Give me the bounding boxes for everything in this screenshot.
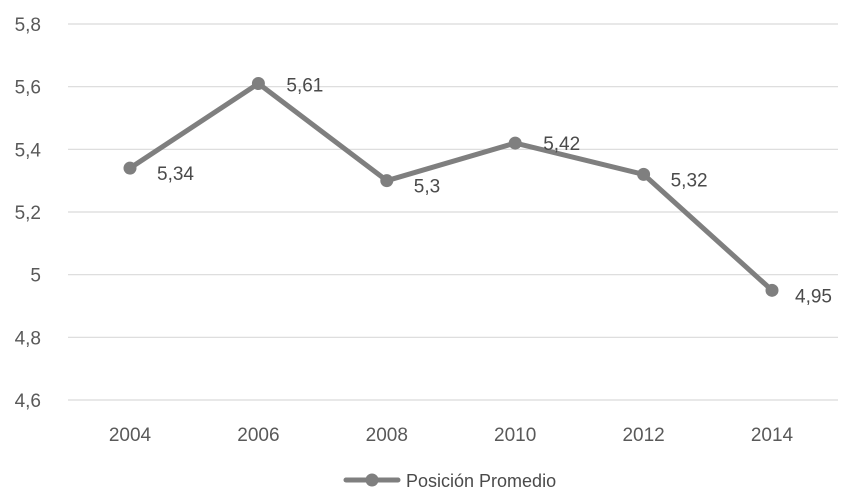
y-tick-label: 5,6 [15, 78, 41, 99]
data-label: 5,32 [671, 170, 708, 191]
data-point [251, 77, 265, 91]
x-axis-ticks: 2004 2006 2008 2010 2012 2014 [109, 425, 794, 446]
data-label: 4,95 [795, 286, 832, 307]
gridlines [68, 23, 838, 401]
x-tick-label: 2008 [366, 425, 408, 446]
series-line [127, 81, 775, 293]
y-tick-label: 5,2 [15, 203, 41, 224]
data-point [765, 283, 779, 297]
y-axis-ticks: 5,8 5,6 5,4 5,2 5 4,8 4,6 [15, 15, 42, 412]
x-tick-label: 2010 [494, 425, 536, 446]
series-posicion-promedio [123, 77, 779, 297]
data-point [508, 136, 522, 150]
data-labels: 5,34 5,61 5,3 5,42 5,32 4,95 [157, 76, 832, 308]
data-point [380, 174, 394, 188]
x-tick-label: 2004 [109, 425, 152, 446]
data-label: 5,42 [543, 134, 580, 155]
y-tick-label: 5,8 [15, 15, 41, 36]
data-label: 5,3 [414, 177, 440, 198]
y-tick-label: 5 [30, 266, 41, 287]
x-tick-label: 2014 [751, 425, 794, 446]
y-tick-label: 4,8 [15, 328, 41, 349]
data-point [123, 161, 137, 175]
legend-marker-icon [365, 473, 379, 487]
x-tick-label: 2012 [622, 425, 664, 446]
legend: Posición Promedio [343, 471, 556, 491]
data-label: 5,61 [286, 76, 323, 97]
x-tick-label: 2006 [237, 425, 279, 446]
data-point [637, 167, 651, 181]
data-label: 5,34 [157, 164, 194, 185]
y-tick-label: 5,4 [15, 140, 42, 161]
y-tick-label: 4,6 [15, 391, 41, 412]
legend-label: Posición Promedio [406, 471, 556, 491]
